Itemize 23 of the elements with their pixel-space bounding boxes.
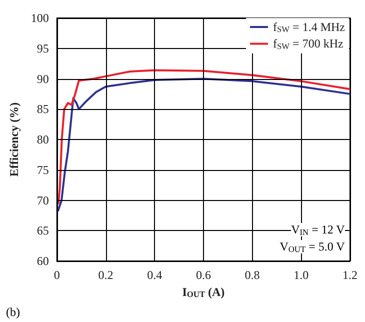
x-tick-label: 1.2 xyxy=(342,268,358,282)
y-tick-label: 60 xyxy=(36,254,49,268)
x-tick-label: 0.8 xyxy=(244,268,260,282)
x-tick-label: 1.0 xyxy=(294,268,309,282)
y-tick-label: 85 xyxy=(36,102,49,116)
y-tick-label: 100 xyxy=(30,11,49,25)
x-tick-label: 0 xyxy=(54,268,60,282)
x-tick-label: 0.2 xyxy=(98,268,114,282)
annotation: VOUT = 5.0 V xyxy=(280,240,346,254)
y-tick-label: 80 xyxy=(36,132,49,146)
y-tick-label: 75 xyxy=(36,162,49,177)
y-tick-label: 95 xyxy=(36,41,49,56)
legend-label: fSW = 1.4 MHz xyxy=(273,20,346,34)
y-tick-label: 70 xyxy=(36,193,49,208)
text: (b) xyxy=(6,305,20,319)
x-tick-label: 0.6 xyxy=(196,268,211,282)
y-tick-label: 90 xyxy=(36,72,49,86)
x-axis-title: IOUT (A) xyxy=(182,284,225,300)
y-tick-label: 65 xyxy=(36,224,49,238)
x-tick-label: 0.4 xyxy=(147,268,162,282)
y-axis-title: Efficiency (%) xyxy=(7,102,21,177)
legend-label: fSW = 700 kHz xyxy=(273,36,344,51)
annotation: VIN = 12 V xyxy=(291,222,346,237)
